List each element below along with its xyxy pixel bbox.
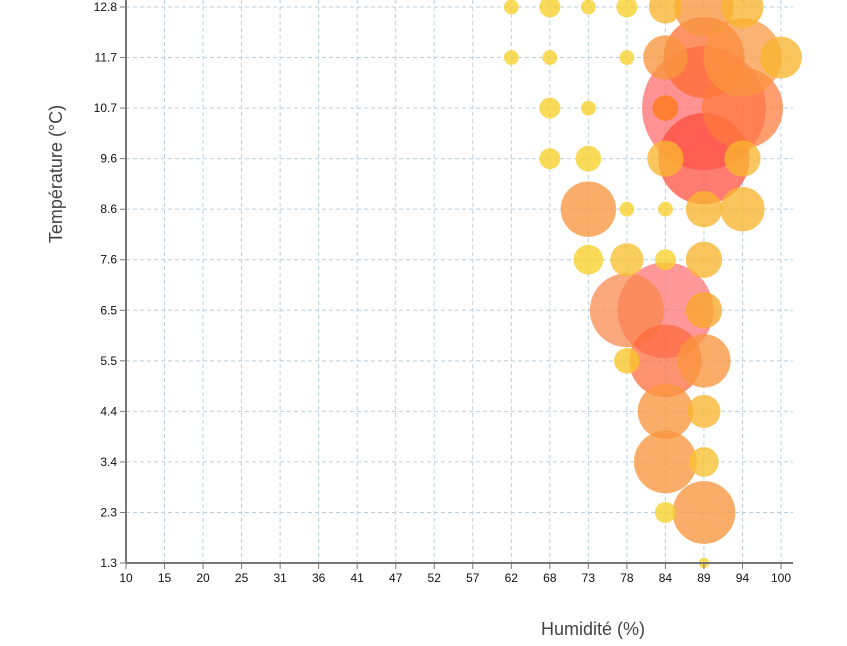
bubble-point[interactable]: 94% , 9.6°C [724,140,761,177]
x-tick-label: 20 [196,571,210,585]
bubble-point[interactable]: 78% , 5.5°C [614,348,640,374]
bubble-point[interactable]: 89% , 12.8°C [674,0,734,37]
y-tick-label: 7.6 [100,253,117,267]
bubble-point[interactable]: 73% , 10.7°C [580,100,596,116]
bubble-point[interactable]: 78% , 12.8°C [616,0,638,18]
y-tick-label: 5.5 [100,354,117,368]
y-tick-label: 10.7 [94,101,118,115]
y-tick-label: 1.3 [100,556,117,570]
x-tick-label: 47 [389,571,403,585]
x-tick-label: 78 [620,571,634,585]
bubble-point[interactable]: 94% , 8.6°C [720,186,765,232]
bubble-point[interactable]: 89% , 7.6°C [685,241,723,278]
x-tick-label: 89 [697,571,711,585]
bubble-point[interactable]: 68% , 10.7°C [539,97,561,119]
bubble-point[interactable]: 84% , 8.6°C [658,201,673,217]
axes [125,0,793,564]
bubble-point[interactable]: 84% , 7.6°C [654,249,676,271]
x-tick-label: 25 [235,571,249,585]
bubble-point[interactable]: 84% , 10.7°C [652,95,679,121]
bubble-point[interactable]: 68% , 12.8°C [539,0,561,18]
bubble-point[interactable]: 89% , 5.5°C [677,334,731,388]
x-tick-label: 57 [466,571,480,585]
y-axis-title: Température (°C) [46,105,66,243]
bubble-point[interactable]: 89% , 4.4°C [687,394,721,428]
y-axis-ticks: 1.3 2.3 3.4 4.4 5.5 6.5 7.6 8.6 9.6 10.7 11.7 12.8 [94,0,126,570]
bubble-point[interactable]: 89% , 2.3°C [672,481,736,544]
bubble-point[interactable]: 78% , 8.6°C [619,201,635,217]
x-tick-label: 100 [771,571,791,585]
x-axis-ticks: 10 15 20 25 31 36 41 47 52 57 62 68 73 78 84 89 94 100 [119,563,791,585]
y-tick-label: 4.4 [100,404,117,418]
x-tick-label: 68 [543,571,557,585]
bubble-point[interactable]: 94% , 11.7°C [703,18,782,97]
bubble-point[interactable]: 89% , 6.5°C [685,292,723,329]
x-tick-label: 62 [505,571,519,585]
x-tick-label: 52 [428,571,442,585]
y-tick-label: 12.8 [94,0,118,14]
bubble-point[interactable]: 84% , 12.8°C [648,0,682,24]
bubble-point[interactable]: 78% , 7.6°C [610,243,644,277]
x-tick-label: 73 [582,571,596,585]
bubble-point[interactable]: 73% , 8.6°C [560,181,617,237]
bubble-point[interactable]: 84% , 5.5°C [629,324,702,398]
x-tick-label: 31 [273,571,287,585]
bubble-point[interactable]: 84% , 4.4°C [637,383,694,440]
x-axis-title: Humidité (%) [541,619,645,639]
bubble-point[interactable]: 84% , 2.3°C [654,501,676,523]
bubble-point[interactable]: 73% , 7.6°C [573,244,604,275]
x-tick-label: 94 [736,571,750,585]
bubble-point[interactable]: 84% , 11.7°C [643,35,688,80]
x-tick-label: 15 [158,571,172,585]
bubble-point[interactable]: 84% , 3.4°C [634,430,697,494]
y-tick-label: 11.7 [95,51,118,65]
bubble-series: 89% , 10.7°C84% , 6.5°C89% , 9.6°C89% , … [503,0,802,569]
y-tick-label: 3.4 [100,455,117,469]
bubble-point[interactable]: 73% , 9.6°C [575,145,602,172]
y-tick-label: 2.3 [100,505,117,519]
y-tick-label: 8.6 [100,202,117,216]
x-tick-label: 36 [312,571,326,585]
y-tick-label: 6.5 [100,303,117,317]
bubble-point[interactable]: 62% , 11.7°C [503,50,519,65]
bubble-point[interactable]: 89% , 8.6°C [685,191,723,228]
y-tick-label: 9.6 [100,152,117,166]
bubble-point[interactable]: 84% , 9.6°C [647,140,684,177]
bubble-point[interactable]: 78% , 6.5°C [589,273,664,348]
bubble-point[interactable]: 94% , 12.8°C [721,0,764,28]
x-tick-label: 10 [119,571,133,585]
bubble-point[interactable]: 73% , 12.8°C [580,0,596,15]
x-tick-label: 41 [350,571,364,585]
bubble-point[interactable]: 68% , 9.6°C [539,148,561,170]
bubble-point[interactable]: 100% , 11.7°C [760,36,802,79]
bubble-point[interactable]: 62% , 12.8°C [503,0,519,15]
bubble-point[interactable]: 78% , 11.7°C [619,50,635,65]
bubble-point[interactable]: 89% , 3.4°C [689,447,719,477]
bubble-point[interactable]: 68% , 11.7°C [542,50,558,65]
x-tick-label: 84 [659,571,673,585]
